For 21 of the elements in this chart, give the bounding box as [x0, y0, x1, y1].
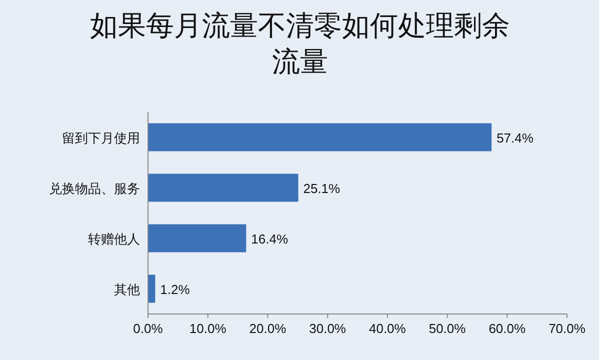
y-tick-label: 留到下月使用	[62, 130, 140, 146]
chart-title: 如果每月流量不清零如何处理剩余流量	[89, 9, 511, 79]
bar	[148, 174, 298, 202]
y-tick-label: 兑换物品、服务	[49, 180, 140, 196]
x-tick-label: 30.0%	[309, 321, 346, 336]
bar	[148, 274, 156, 303]
y-tick-label: 其他	[114, 282, 140, 297]
x-tick-label: 60.0%	[488, 321, 526, 336]
data-label: 1.2%	[160, 282, 190, 297]
x-tick-label: 70.0%	[548, 321, 586, 336]
x-tick-label: 0.0%	[133, 321, 164, 336]
y-tick-label: 转赠他人	[88, 231, 140, 246]
data-label: 16.4%	[251, 231, 288, 246]
data-label: 57.4%	[496, 130, 534, 146]
x-tick-label: 50.0%	[428, 321, 466, 336]
x-tick-label: 20.0%	[249, 321, 287, 336]
x-tick-label: 10.0%	[189, 321, 227, 336]
x-tick-label: 40.0%	[368, 321, 406, 336]
bar	[148, 224, 246, 252]
bar	[148, 123, 492, 152]
data-label: 25.1%	[303, 180, 341, 196]
